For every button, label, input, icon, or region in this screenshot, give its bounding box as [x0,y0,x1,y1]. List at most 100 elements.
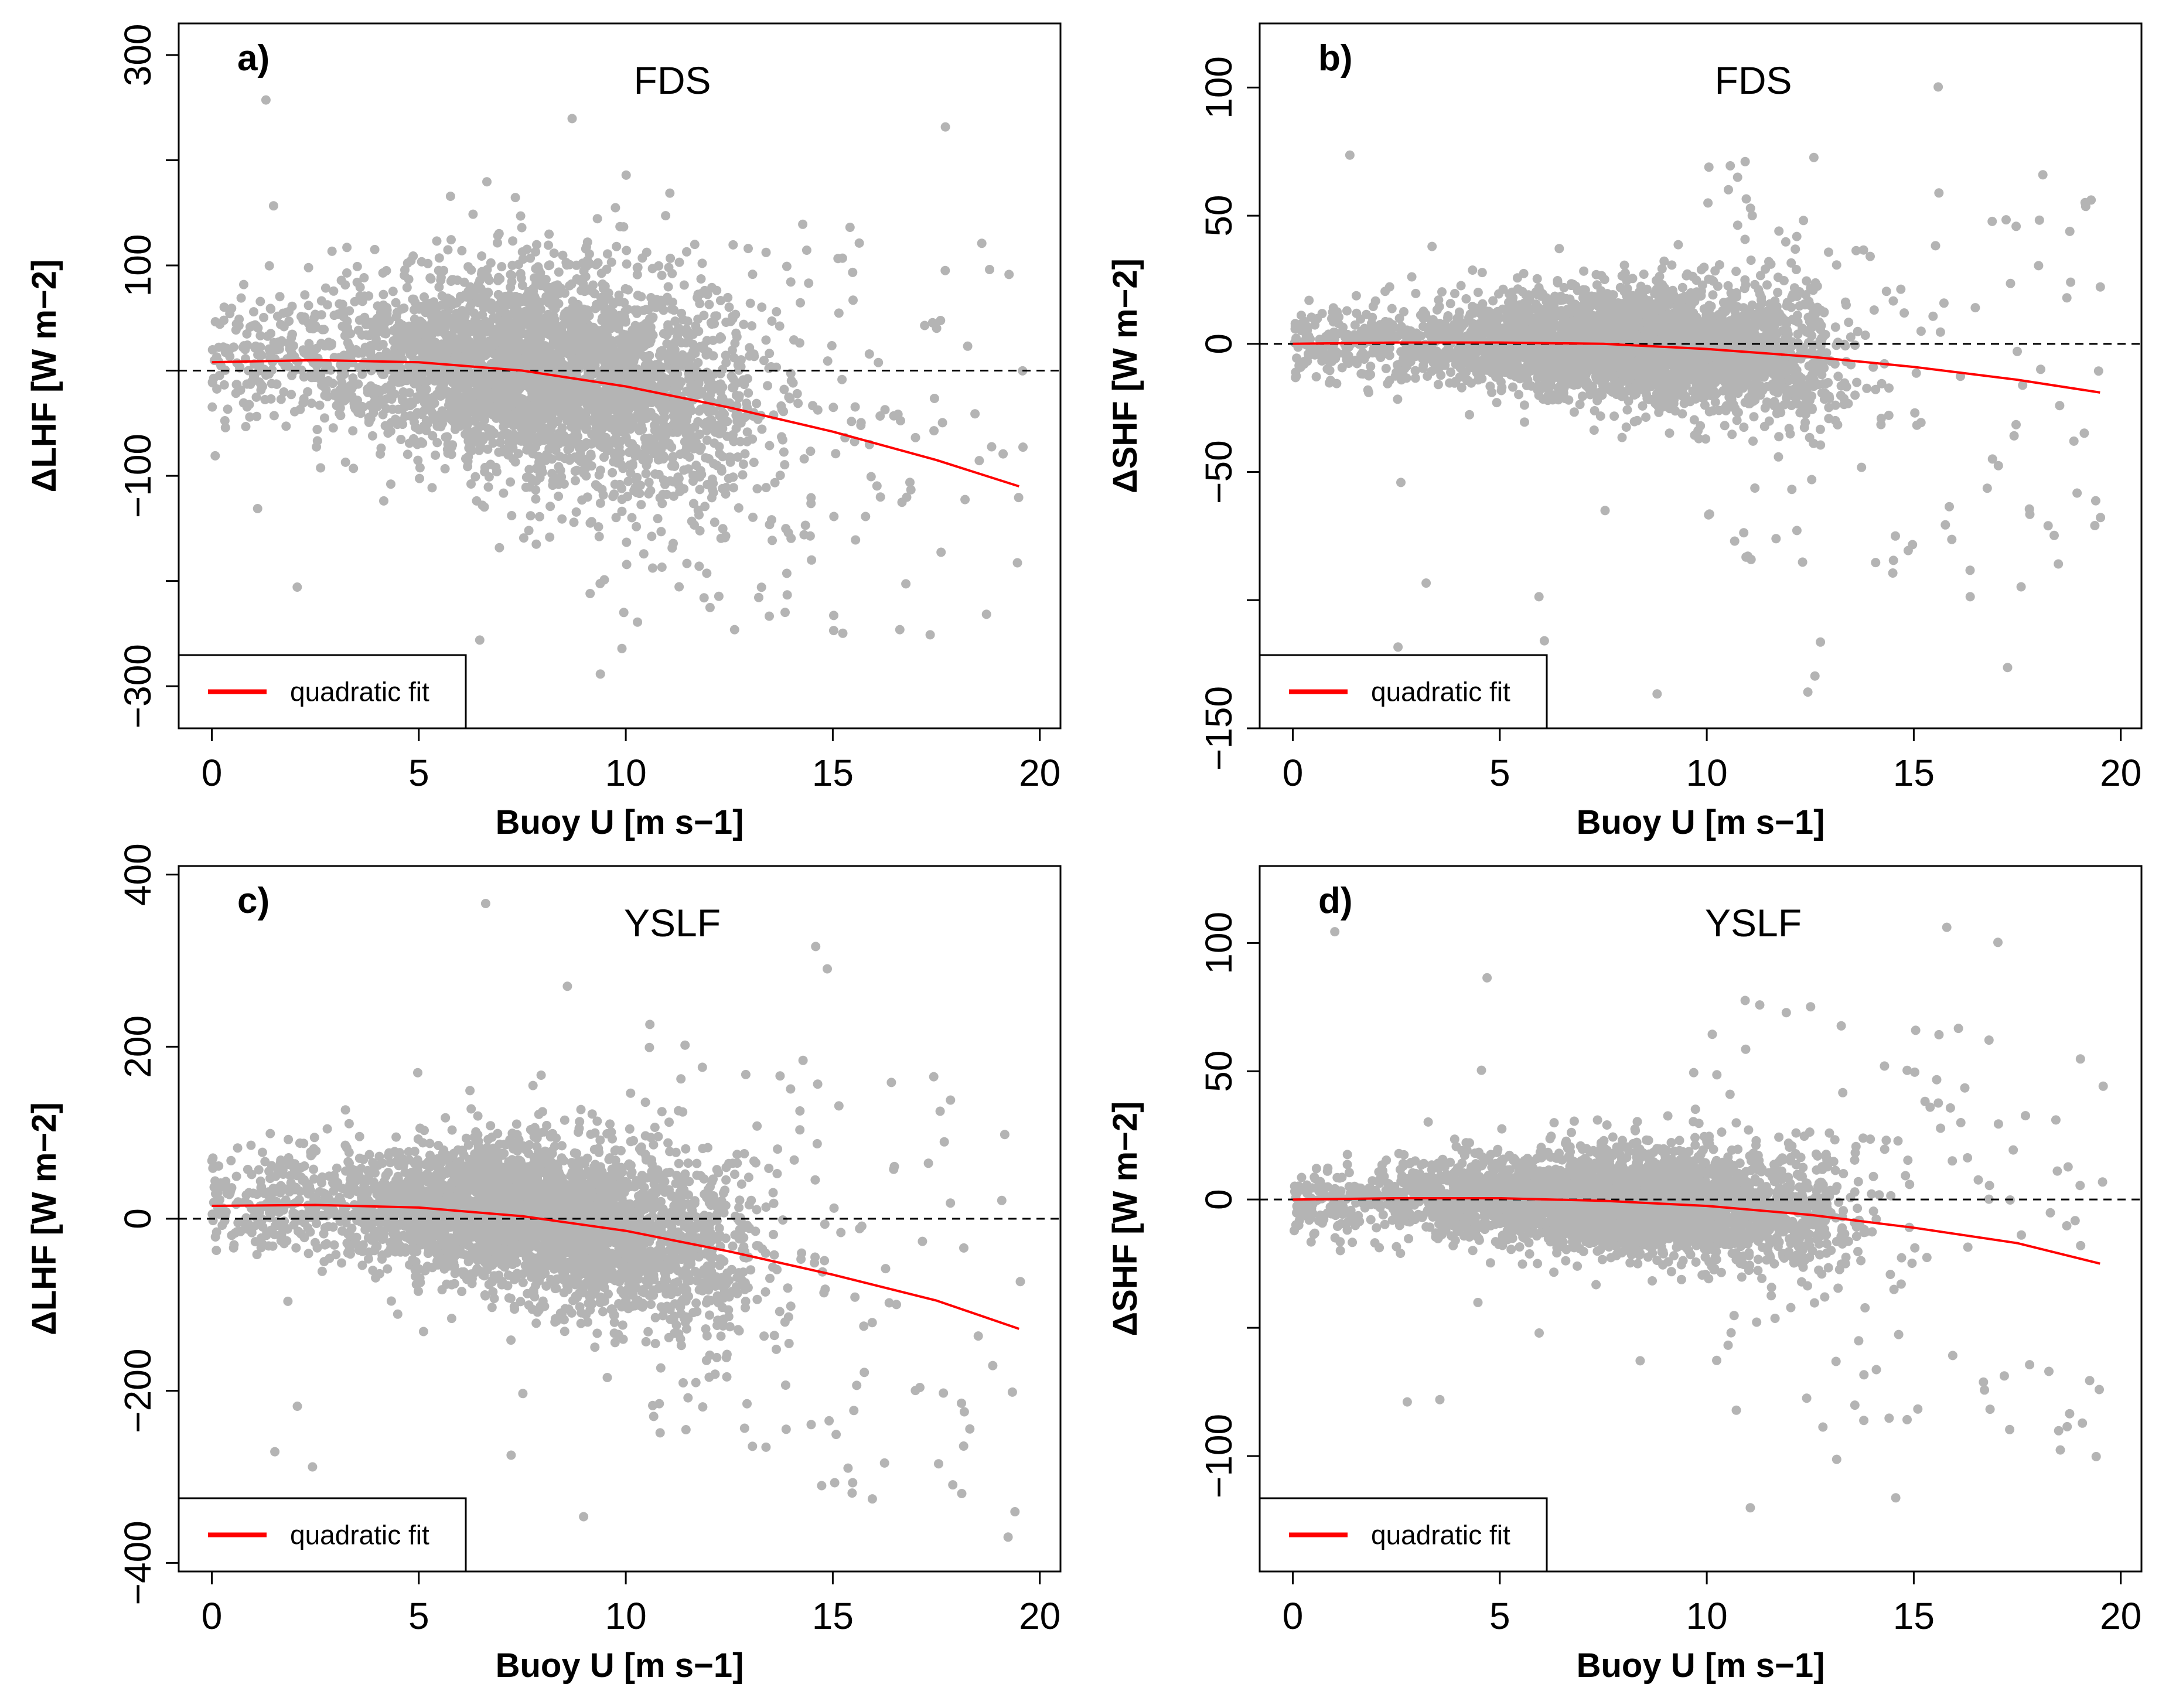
scatter-point [677,401,687,411]
scatter-point [578,274,588,284]
scatter-point [521,329,531,339]
scatter-point [526,473,536,483]
scatter-point [303,262,313,272]
scatter-point [734,393,744,403]
scatter-point [673,472,683,482]
scatter-point [669,305,679,315]
scatter-point [594,531,604,541]
scatter-point [517,339,527,349]
scatter-point [329,311,339,321]
scatter-point [644,434,654,443]
scatter-point [1012,558,1022,568]
scatter-point [255,342,265,352]
scatter-point [757,302,767,312]
scatter-point [782,590,792,600]
scatter-point [516,273,526,283]
scatter-point [740,449,750,459]
scatter-point [565,454,575,463]
scatter-point [838,628,848,638]
scatter-point [595,669,605,679]
scatter-point [1871,384,1881,394]
scatter-point [674,582,684,592]
scatter-point [610,316,620,326]
scatter-point [520,356,530,366]
scatter-point [392,308,402,318]
scatter-point [586,449,596,459]
scatter-point [725,452,735,462]
scatter-point [708,418,717,428]
scatter-point [767,316,777,326]
scatter-point [225,309,235,319]
scatter-point [586,517,596,527]
scatter-point [690,240,700,250]
scatter-point [593,482,603,492]
scatter-point [350,296,360,306]
scatter-point [665,326,675,336]
scatter-point [607,336,616,346]
scatter-point [432,438,442,448]
scatter-point [554,462,564,472]
scatter-point [554,492,564,501]
scatter-point [531,494,541,504]
scatter-point [408,251,418,261]
scatter-point [599,575,609,585]
scatter-point [770,478,780,487]
scatter-point [765,349,775,359]
scatter-point [210,451,220,461]
scatter-point [486,431,496,441]
scatter-point [1850,390,1860,400]
scatter-point [619,608,629,618]
scatter-point [494,411,504,421]
scatter-point [730,338,740,348]
scatter-point [339,396,349,405]
legend-label: quadratic fit [290,677,429,707]
scatter-point [712,311,722,321]
scatter-point [312,425,322,434]
scatter-point [398,396,407,405]
scatter-point [848,267,858,277]
scatter-point [622,246,632,255]
scatter-point [276,319,285,329]
scatter-point [475,319,485,329]
scatter-point [641,398,651,408]
scatter-point [504,402,514,411]
scatter-point [1004,270,1014,279]
scatter-point [1830,322,1840,332]
scatter-point [567,114,577,124]
scatter-point [458,393,468,402]
scatter-point [611,405,620,415]
scatter-point [482,344,492,354]
scatter-point [657,270,667,280]
scatter-point [657,562,667,572]
scatter-point [729,483,738,493]
scatter-point [612,241,622,251]
scatter-point [676,377,686,387]
scatter-point [450,333,459,343]
scatter-point [1399,307,1409,316]
scatter-point [255,330,265,340]
scatter-point [669,384,679,394]
scatter-point [586,322,596,332]
scatter-point [253,350,263,360]
scatter-point [827,341,837,350]
scatter-point [219,315,229,325]
scatter-point [765,441,775,451]
scatter-point [537,353,547,363]
scatter-point [633,617,643,627]
scatter-point [1748,436,1758,446]
scatter-point [553,329,562,339]
scatter-point [405,329,415,339]
scatter-point [528,449,538,459]
scatter-point [610,479,620,489]
scatter-point [289,407,299,417]
scatter-point [793,398,803,408]
scatter-point [657,499,667,509]
scatter-point [303,301,313,311]
scatter-point [708,479,718,488]
scatter-point [593,302,603,312]
scatter-point [611,203,620,213]
scatter-point [466,397,475,407]
scatter-point [1436,370,1446,380]
scatter-point [493,238,502,248]
scatter-point [352,261,362,271]
